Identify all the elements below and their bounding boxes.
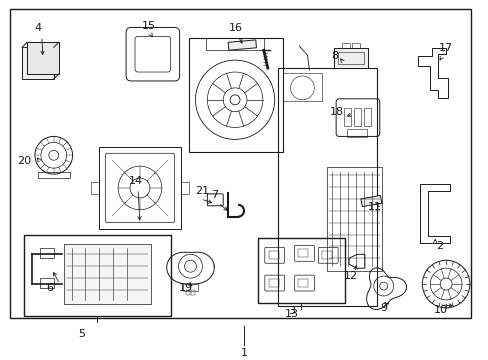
Bar (333, 48, 367, 68)
Text: 13: 13 (284, 309, 298, 319)
Text: 17: 17 (438, 43, 452, 53)
Bar (268, 251, 278, 259)
Bar (322, 251, 331, 259)
Bar (353, 108, 360, 126)
Bar (182, 284, 198, 291)
Bar (24, 234, 170, 316)
Text: 1: 1 (240, 348, 247, 359)
Bar (326, 167, 381, 271)
Bar (351, 43, 359, 48)
Bar (344, 108, 350, 126)
Bar (22, 47, 54, 79)
Bar (298, 279, 308, 287)
Bar (268, 279, 278, 287)
Text: 4: 4 (34, 23, 41, 33)
Bar (346, 130, 366, 138)
Bar (38, 172, 69, 178)
Bar (360, 195, 381, 207)
Bar (188, 39, 282, 152)
Bar (298, 249, 308, 257)
Text: 14: 14 (129, 176, 143, 186)
Text: 21: 21 (195, 186, 209, 196)
Text: 15: 15 (142, 22, 156, 31)
Bar (277, 68, 376, 306)
Bar (282, 73, 322, 101)
Text: 19: 19 (178, 283, 192, 293)
Bar (342, 43, 349, 48)
Text: 7: 7 (210, 190, 217, 200)
Text: 6: 6 (46, 283, 53, 293)
Bar (10, 9, 470, 318)
Text: 3: 3 (287, 306, 294, 316)
Bar (63, 244, 151, 304)
Text: 20: 20 (17, 156, 31, 166)
Text: 2: 2 (435, 242, 442, 251)
Text: 9: 9 (379, 303, 386, 313)
Bar (363, 108, 370, 126)
Bar (228, 40, 256, 50)
Text: 8: 8 (331, 51, 338, 61)
Bar (40, 248, 54, 258)
Text: 16: 16 (228, 23, 243, 33)
Bar (40, 278, 54, 288)
Bar (180, 182, 188, 194)
Bar (191, 290, 195, 295)
Text: 12: 12 (343, 271, 357, 281)
Bar (185, 290, 189, 295)
Bar (99, 147, 180, 229)
Bar (91, 182, 99, 194)
Bar (27, 42, 59, 74)
Text: 11: 11 (367, 202, 381, 212)
Bar (206, 39, 264, 50)
Bar (337, 52, 363, 64)
Bar (257, 238, 345, 303)
Text: 10: 10 (433, 305, 447, 315)
Text: 18: 18 (329, 107, 344, 117)
Text: 5: 5 (78, 329, 85, 339)
